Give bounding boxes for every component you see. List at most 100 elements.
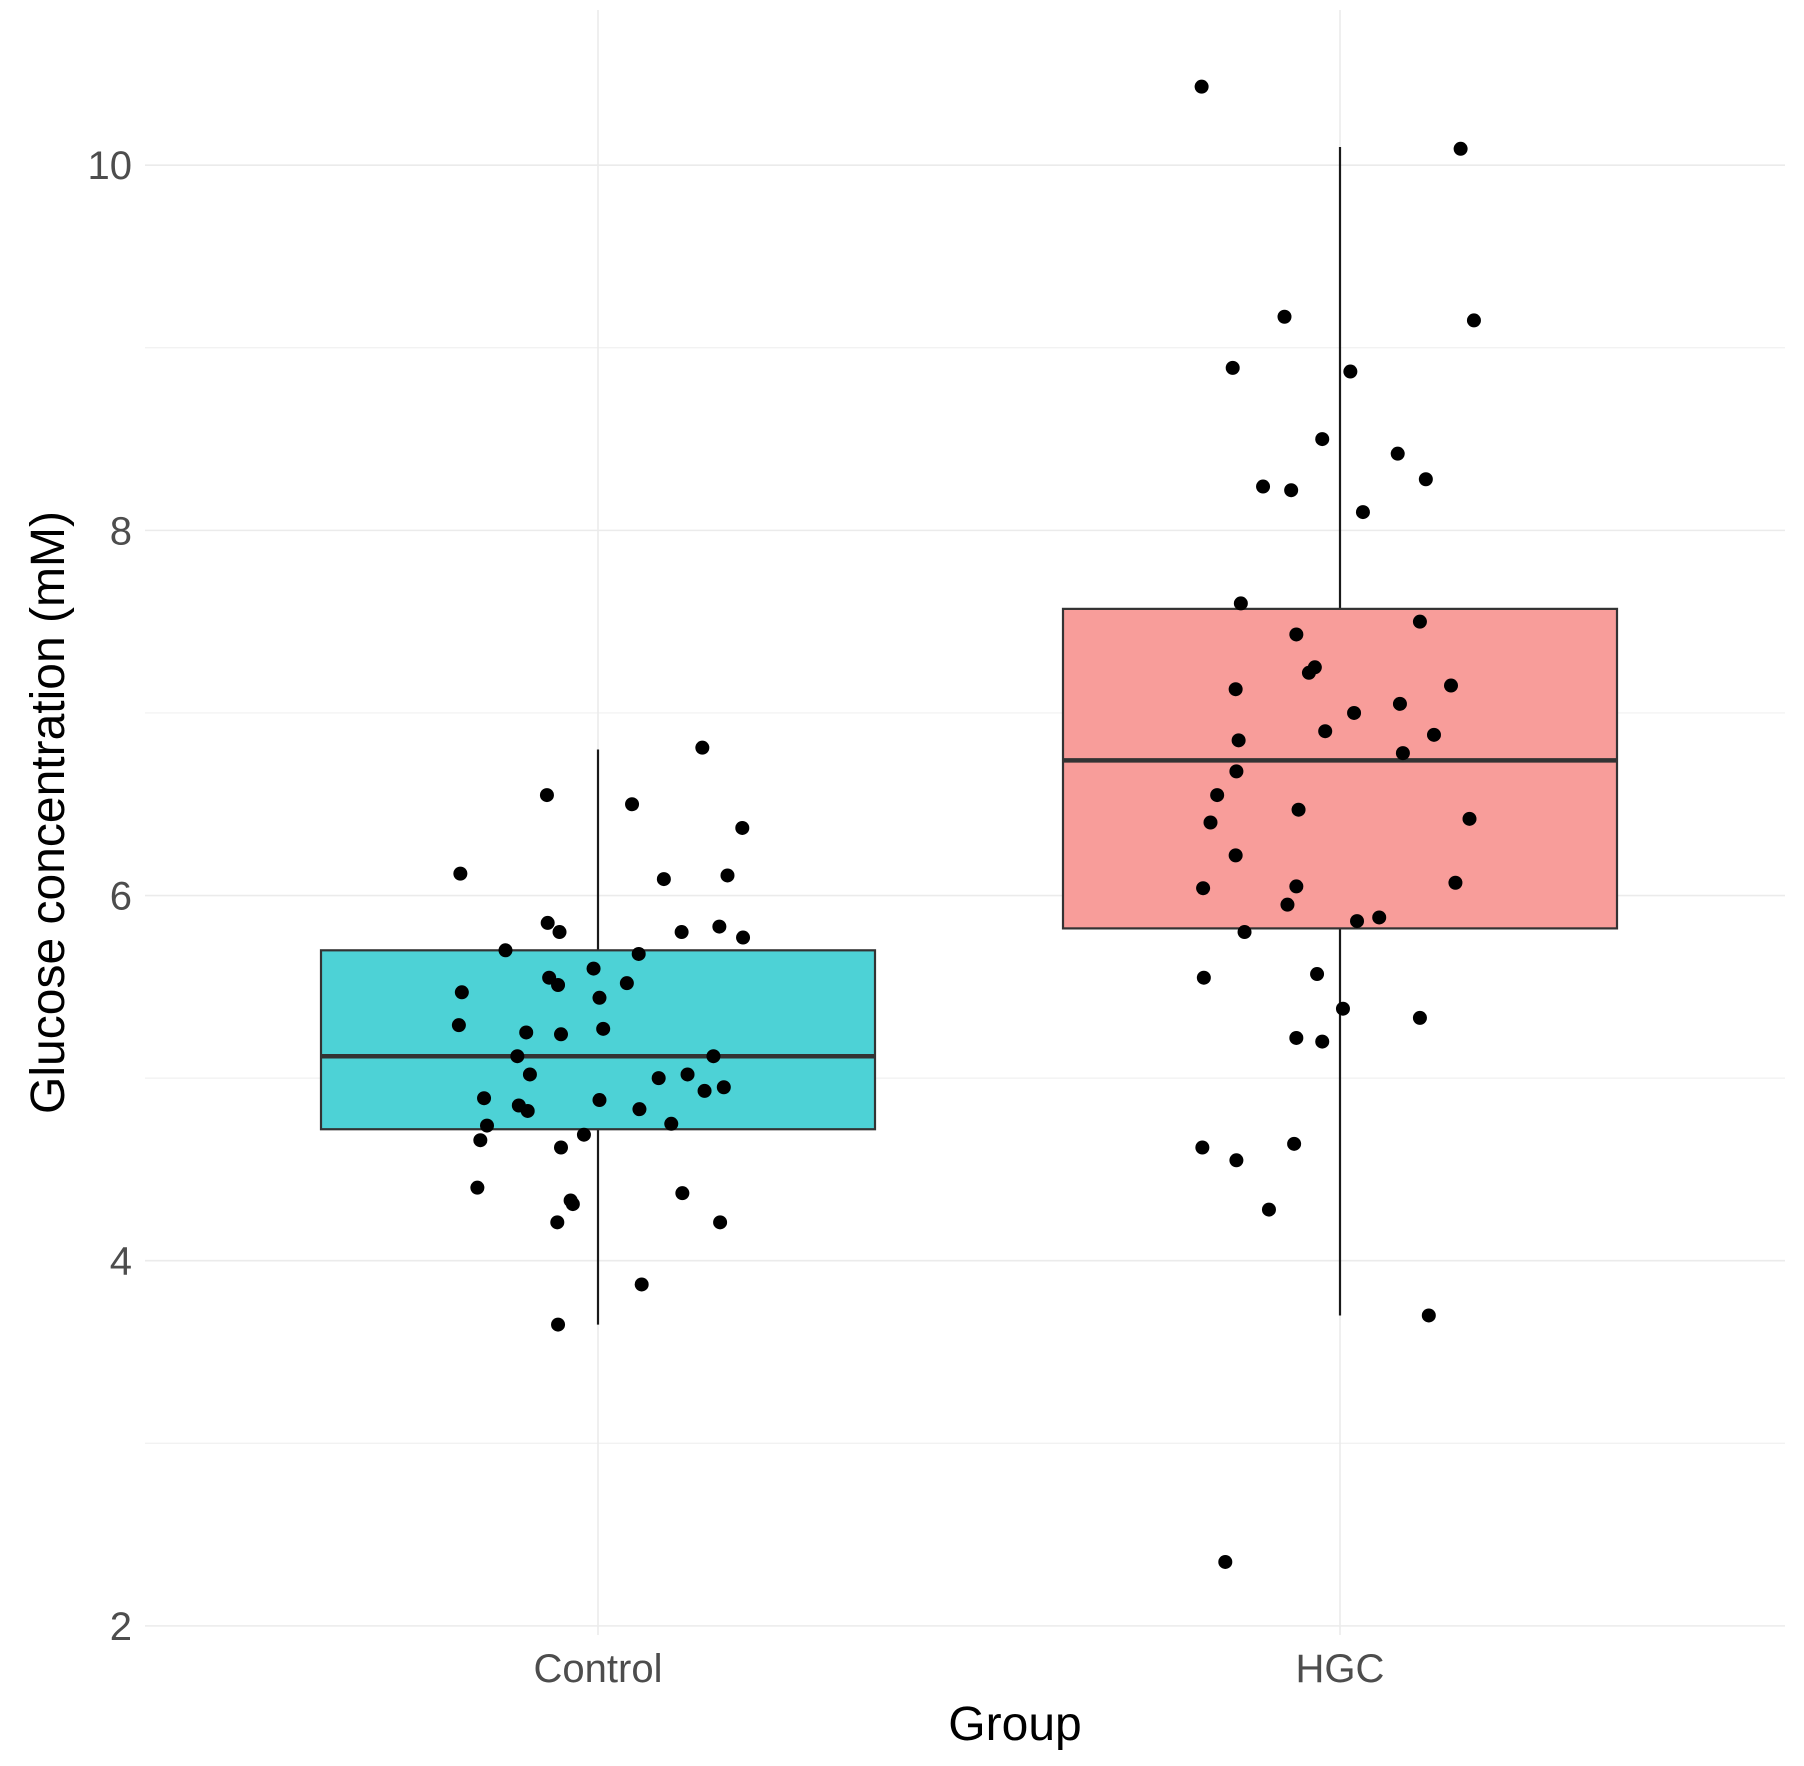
data-point-control	[498, 943, 513, 958]
data-point-control	[451, 1018, 466, 1033]
data-point-hgc	[1426, 727, 1441, 742]
data-point-hgc	[1453, 141, 1468, 156]
data-point-control	[680, 1067, 695, 1082]
data-point-hgc	[1229, 1153, 1244, 1168]
data-point-control	[664, 1116, 679, 1131]
data-point-control	[675, 1186, 690, 1201]
x-tick-label-control: Control	[534, 1647, 663, 1691]
data-point-hgc	[1196, 881, 1211, 896]
data-point-control	[551, 1317, 566, 1332]
data-point-hgc	[1231, 733, 1246, 748]
data-point-control	[697, 1083, 712, 1098]
data-point-control	[674, 925, 689, 940]
y-tick-label: 2	[110, 1605, 132, 1649]
data-point-hgc	[1229, 764, 1244, 779]
data-point-control	[586, 961, 601, 976]
data-point-hgc	[1347, 705, 1362, 720]
box-plots	[319, 146, 1619, 1325]
data-point-control	[706, 1049, 721, 1064]
data-point-hgc	[1462, 811, 1477, 826]
data-point-control	[539, 788, 554, 803]
data-point-hgc	[1412, 1010, 1427, 1025]
data-point-hgc	[1466, 313, 1481, 328]
data-point-control	[510, 1049, 525, 1064]
data-point-hgc	[1307, 660, 1322, 675]
data-point-hgc	[1289, 879, 1304, 894]
y-tick-label: 8	[110, 509, 132, 553]
data-point-hgc	[1196, 970, 1211, 985]
data-point-hgc	[1287, 1136, 1302, 1151]
data-point-control	[519, 1025, 534, 1040]
data-point-hgc	[1277, 309, 1292, 324]
data-point-control	[473, 1133, 488, 1148]
data-points	[451, 79, 1481, 1569]
data-point-hgc	[1256, 479, 1271, 494]
data-point-hgc	[1448, 875, 1463, 890]
data-point-hgc	[1228, 848, 1243, 863]
data-point-hgc	[1390, 446, 1405, 461]
data-point-control	[540, 915, 555, 930]
data-point-control	[551, 978, 566, 992]
data-point-hgc	[1289, 627, 1304, 642]
data-point-hgc	[1318, 724, 1333, 739]
data-point-hgc	[1395, 746, 1410, 761]
data-point-control	[565, 1197, 580, 1212]
data-point-control	[470, 1180, 485, 1195]
data-point-hgc	[1335, 1001, 1350, 1016]
data-point-control	[695, 740, 710, 755]
data-point-control	[735, 820, 750, 835]
data-point-hgc	[1233, 596, 1248, 611]
y-tick-label: 6	[110, 875, 132, 919]
data-point-hgc	[1291, 802, 1306, 817]
data-point-hgc	[1392, 696, 1407, 711]
data-point-hgc	[1372, 910, 1387, 925]
data-point-control	[736, 930, 751, 945]
data-point-control	[554, 1027, 568, 1042]
tick-labels: 2 4 6 8 10 Control HGC	[88, 144, 1385, 1691]
data-point-hgc	[1261, 1202, 1276, 1217]
data-point-hgc	[1412, 614, 1427, 629]
data-point-hgc	[1194, 79, 1209, 94]
data-point-control	[592, 1093, 607, 1108]
data-point-control	[552, 925, 567, 940]
y-tick-label: 10	[88, 144, 133, 188]
data-point-hgc	[1315, 432, 1330, 447]
data-point-hgc	[1218, 1554, 1233, 1569]
data-point-hgc	[1195, 1140, 1210, 1155]
data-point-control	[522, 1067, 537, 1082]
data-point-control	[596, 1021, 611, 1036]
data-point-control	[554, 1140, 568, 1155]
data-point-hgc	[1421, 1308, 1436, 1323]
data-point-control	[712, 919, 727, 934]
data-point-control	[656, 872, 671, 887]
data-point-control	[619, 976, 634, 991]
data-point-hgc	[1343, 364, 1358, 379]
data-point-control	[625, 797, 640, 812]
data-point-control	[592, 990, 607, 1005]
data-point-hgc	[1237, 925, 1252, 940]
data-point-hgc	[1444, 678, 1458, 693]
data-point-control	[632, 1102, 647, 1117]
box-hgc	[1061, 607, 1619, 930]
data-point-control	[454, 985, 469, 1000]
data-point-hgc	[1228, 682, 1243, 697]
data-point-hgc	[1310, 967, 1325, 982]
data-point-hgc	[1355, 505, 1370, 520]
x-tick-label-hgc: HGC	[1296, 1647, 1385, 1691]
data-point-control	[477, 1091, 492, 1106]
data-point-hgc	[1289, 1030, 1304, 1045]
data-point-control	[480, 1118, 494, 1133]
data-point-control	[634, 1277, 649, 1292]
data-point-hgc	[1418, 472, 1433, 487]
y-tick-label: 4	[110, 1240, 132, 1284]
data-point-control	[720, 868, 735, 883]
data-point-hgc	[1210, 788, 1225, 803]
data-point-control	[713, 1215, 728, 1230]
data-point-control	[550, 1215, 565, 1230]
y-axis-title: Glucose concentration (mM)	[22, 511, 75, 1114]
data-point-control	[453, 866, 468, 881]
data-point-hgc	[1315, 1034, 1330, 1049]
data-point-hgc	[1280, 897, 1295, 912]
data-point-control	[651, 1071, 666, 1086]
